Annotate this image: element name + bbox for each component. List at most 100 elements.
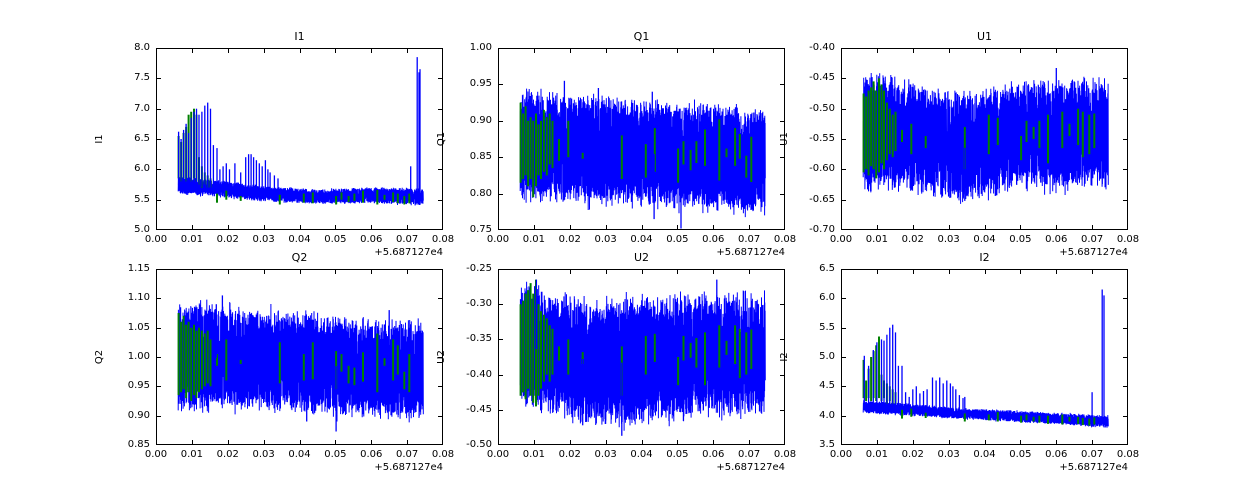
x-offset-label: +5.687127e4 [374, 247, 443, 258]
y-tick-label: 1.00 [127, 351, 150, 362]
y-tick-label: 0.75 [469, 224, 492, 235]
x-tick-label: 0.00 [144, 449, 168, 460]
x-tick-label: 0.02 [558, 234, 581, 245]
x-tick-label: 0.07 [737, 449, 761, 460]
x-tick-label: 0.05 [666, 234, 689, 245]
x-tick-label: 0.03 [937, 234, 960, 245]
x-tick-label: 0.07 [737, 234, 761, 245]
y-tick-label: 0.90 [127, 409, 150, 421]
x-tick-label: 0.05 [1009, 234, 1032, 245]
axes-frame-i2 [841, 269, 1128, 445]
y-tick-label: 6.5 [819, 263, 835, 274]
x-tick-label: 0.04 [288, 449, 311, 460]
subplot-title-u1: U1 [976, 30, 993, 43]
axes-frame-i1 [156, 48, 443, 230]
x-tick-label: 0.05 [324, 449, 347, 460]
x-tick-label: 0.03 [252, 234, 275, 245]
x-tick-label: 0.03 [594, 234, 617, 245]
x-offset-label: +5.687127e4 [1059, 462, 1128, 473]
y-axis-label-i2: I2 [779, 352, 790, 362]
y-tick-label: 0.85 [469, 151, 492, 163]
y-tick-label: 3.5 [819, 439, 835, 450]
y-tick-label: 4.0 [819, 409, 835, 421]
y-axis-label-u1: U1 [779, 132, 790, 146]
y-tick-label: -0.60 [809, 163, 835, 175]
x-tick-label: 0.08 [773, 234, 797, 245]
y-tick-label: -0.50 [466, 439, 492, 450]
y-tick-label: 6.0 [819, 292, 835, 304]
y-tick-label: -0.55 [809, 133, 835, 144]
axes-frame-q1 [498, 48, 785, 230]
plot-area-q1 [498, 48, 785, 230]
y-tick-label: -0.40 [466, 368, 492, 380]
y-tick-label: -0.40 [809, 42, 835, 53]
y-tick-label: 5.0 [134, 224, 150, 235]
plot-area-i2 [841, 269, 1128, 445]
x-tick-label: 0.00 [486, 449, 510, 460]
x-tick-label: 0.06 [1045, 234, 1068, 245]
subplot-title-q1: Q1 [633, 30, 650, 43]
x-tick-label: 0.03 [594, 449, 617, 460]
x-tick-label: 0.02 [216, 449, 239, 460]
subplot-title-i2: I2 [979, 251, 990, 264]
x-tick-label: 0.06 [702, 449, 725, 460]
y-tick-label: 6.5 [134, 133, 150, 144]
y-axis-label-i1: I1 [94, 134, 105, 144]
x-tick-label: 0.04 [288, 234, 311, 245]
x-offset-label: +5.687127e4 [716, 462, 785, 473]
x-tick-label: 0.05 [324, 234, 347, 245]
plot-area-u1 [841, 48, 1128, 230]
x-tick-label: 0.08 [1116, 234, 1140, 245]
x-tick-label: 0.06 [360, 234, 383, 245]
x-tick-label: 0.08 [431, 449, 455, 460]
series-blue-u2 [519, 281, 766, 431]
x-tick-label: 0.07 [1080, 234, 1104, 245]
y-tick-label: -0.35 [466, 333, 492, 345]
x-tick-label: 0.00 [829, 449, 853, 460]
x-tick-label: 0.01 [522, 234, 545, 245]
y-tick-label: -0.50 [809, 102, 835, 114]
x-tick-label: 0.06 [1045, 449, 1068, 460]
y-tick-label: 5.5 [819, 321, 835, 333]
y-tick-label: 6.0 [134, 163, 150, 175]
x-tick-label: 0.06 [702, 234, 725, 245]
x-tick-label: 0.07 [395, 234, 419, 245]
subplot-title-q2: Q2 [291, 251, 308, 264]
series-blue-q2 [177, 299, 424, 423]
x-tick-label: 0.07 [1080, 449, 1104, 460]
x-tick-label: 0.03 [937, 449, 960, 460]
x-tick-label: 0.08 [1116, 449, 1140, 460]
plot-area-u2 [498, 269, 785, 445]
axes-frame-u1 [841, 48, 1128, 230]
x-tick-label: 0.01 [180, 234, 203, 245]
x-tick-label: 0.08 [773, 449, 797, 460]
x-tick-label: 0.02 [901, 449, 924, 460]
series-blue-q1 [519, 88, 766, 218]
x-tick-label: 0.05 [666, 449, 689, 460]
plot-area-q2 [156, 269, 443, 445]
x-tick-label: 0.08 [431, 234, 455, 245]
y-tick-label: 7.5 [134, 72, 150, 84]
x-tick-label: 0.04 [630, 449, 653, 460]
x-tick-label: 0.06 [360, 449, 383, 460]
y-tick-label: 1.05 [127, 321, 150, 333]
subplot-title-u2: U2 [633, 251, 650, 264]
x-offset-label: +5.687127e4 [1059, 247, 1128, 258]
x-tick-label: 0.02 [558, 449, 581, 460]
x-tick-label: 0.00 [829, 234, 853, 245]
y-tick-label: 0.95 [127, 380, 150, 392]
y-axis-label-u2: U2 [436, 350, 447, 364]
x-tick-label: 0.01 [522, 449, 545, 460]
y-tick-label: -0.65 [809, 193, 835, 205]
y-tick-label: 5.5 [134, 193, 150, 205]
x-offset-label: +5.687127e4 [716, 247, 785, 258]
x-tick-label: 0.00 [486, 234, 510, 245]
y-tick-label: -0.45 [809, 72, 835, 84]
y-tick-label: 5.0 [819, 351, 835, 362]
y-tick-label: 1.10 [127, 292, 150, 304]
x-tick-label: 0.03 [252, 449, 275, 460]
y-tick-label: 7.0 [134, 102, 150, 114]
axes-frame-u2 [498, 269, 785, 445]
x-tick-label: 0.02 [216, 234, 239, 245]
